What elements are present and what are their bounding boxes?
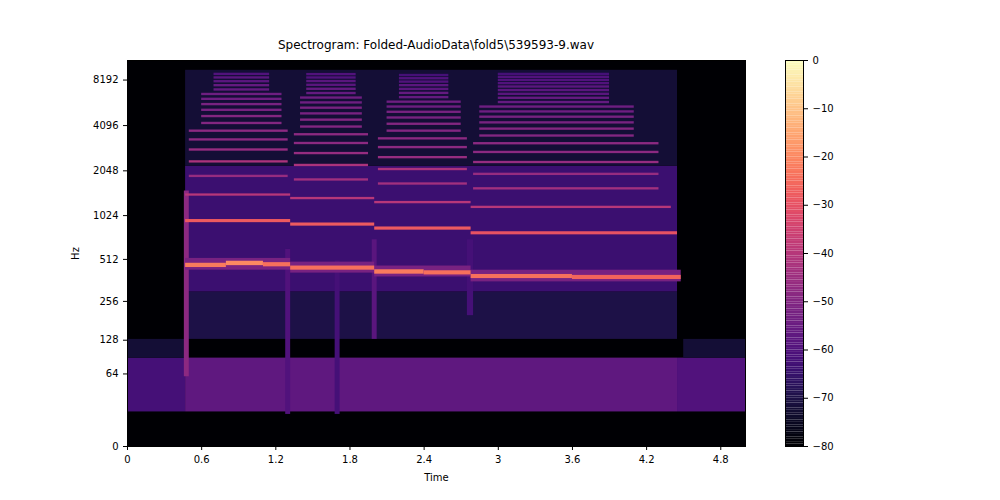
svg-text:4096: 4096 (93, 120, 118, 131)
svg-text:0.6: 0.6 (194, 454, 210, 465)
svg-text:0: 0 (813, 55, 819, 66)
svg-text:1.2: 1.2 (268, 454, 284, 465)
svg-text:−20: −20 (813, 151, 834, 162)
svg-text:−80: −80 (813, 441, 834, 452)
svg-text:−70: −70 (813, 392, 834, 403)
svg-text:−60: −60 (813, 344, 834, 355)
svg-text:1024: 1024 (93, 210, 118, 221)
svg-text:−50: −50 (813, 296, 834, 307)
svg-text:256: 256 (99, 296, 118, 307)
svg-text:Time: Time (423, 472, 448, 483)
svg-text:2.4: 2.4 (416, 454, 432, 465)
svg-text:0: 0 (124, 454, 130, 465)
svg-text:4.2: 4.2 (639, 454, 655, 465)
svg-text:4.8: 4.8 (713, 454, 729, 465)
svg-text:−40: −40 (813, 248, 834, 259)
svg-text:0: 0 (112, 441, 118, 452)
html-text:Spectrogram: Folded-AudioData\: Spectrogram: Folded-AudioData\fold5\5395… (278, 38, 594, 52)
svg-text:1.8: 1.8 (342, 454, 358, 465)
svg-text:64: 64 (106, 368, 119, 379)
svg-text:−10: −10 (813, 103, 834, 114)
svg-text:Hz: Hz (70, 247, 81, 260)
svg-text:3.6: 3.6 (565, 454, 581, 465)
svg-text:−30: −30 (813, 199, 834, 210)
svg-text:128: 128 (99, 334, 118, 345)
svg-text:8192: 8192 (93, 74, 118, 85)
svg-text:2048: 2048 (93, 165, 118, 176)
svg-text:512: 512 (99, 254, 118, 265)
svg-text:3: 3 (495, 454, 501, 465)
